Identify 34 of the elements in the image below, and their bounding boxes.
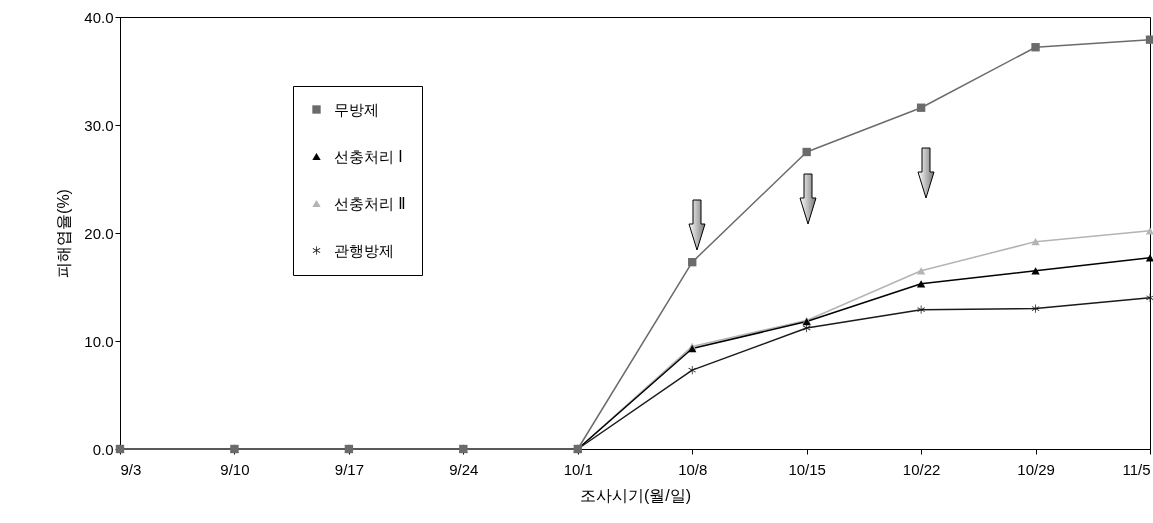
x-tick-label: 9/10 [220,460,250,478]
x-tick-label: 10/1 [563,460,593,478]
y-tick-label: 10.0 [84,332,114,350]
y-tick-label: 40.0 [84,8,114,26]
x-tick-label: 9/3 [120,460,142,478]
x-tick-label: 10/8 [678,460,708,478]
point [916,267,926,275]
point [1031,304,1040,313]
point [916,103,926,112]
legend-label: 관행방제 [334,241,394,259]
y-tick-label: 0.0 [92,440,114,458]
y-axis-title: 피해엽율(%) [55,189,73,278]
point [1145,227,1153,235]
legend-label: 선충처리 Ⅱ [334,194,406,212]
x-axis-title: 조사시기(월/일) [579,486,692,504]
point [688,365,697,375]
legend-label: 선충처리 Ⅰ [334,147,403,165]
point [1145,35,1153,44]
point [688,257,697,267]
x-tick-label: 9/17 [334,460,364,478]
x-tick-label: 9/24 [449,460,479,478]
point [802,147,811,157]
x-tick-label: 10/29 [1017,460,1055,478]
point [1031,43,1040,52]
point [1145,254,1153,262]
x-tick-label: 11/5 [1122,460,1151,478]
point [916,280,926,288]
x-tick-label: 10/22 [902,460,941,478]
point [1031,267,1040,275]
y-tick-label: 30.0 [84,116,114,134]
x-tick-label: 10/15 [788,460,826,478]
point [1031,238,1040,246]
y-tick-label: 20.0 [84,224,114,242]
legend-label: 무방제 [334,100,379,118]
